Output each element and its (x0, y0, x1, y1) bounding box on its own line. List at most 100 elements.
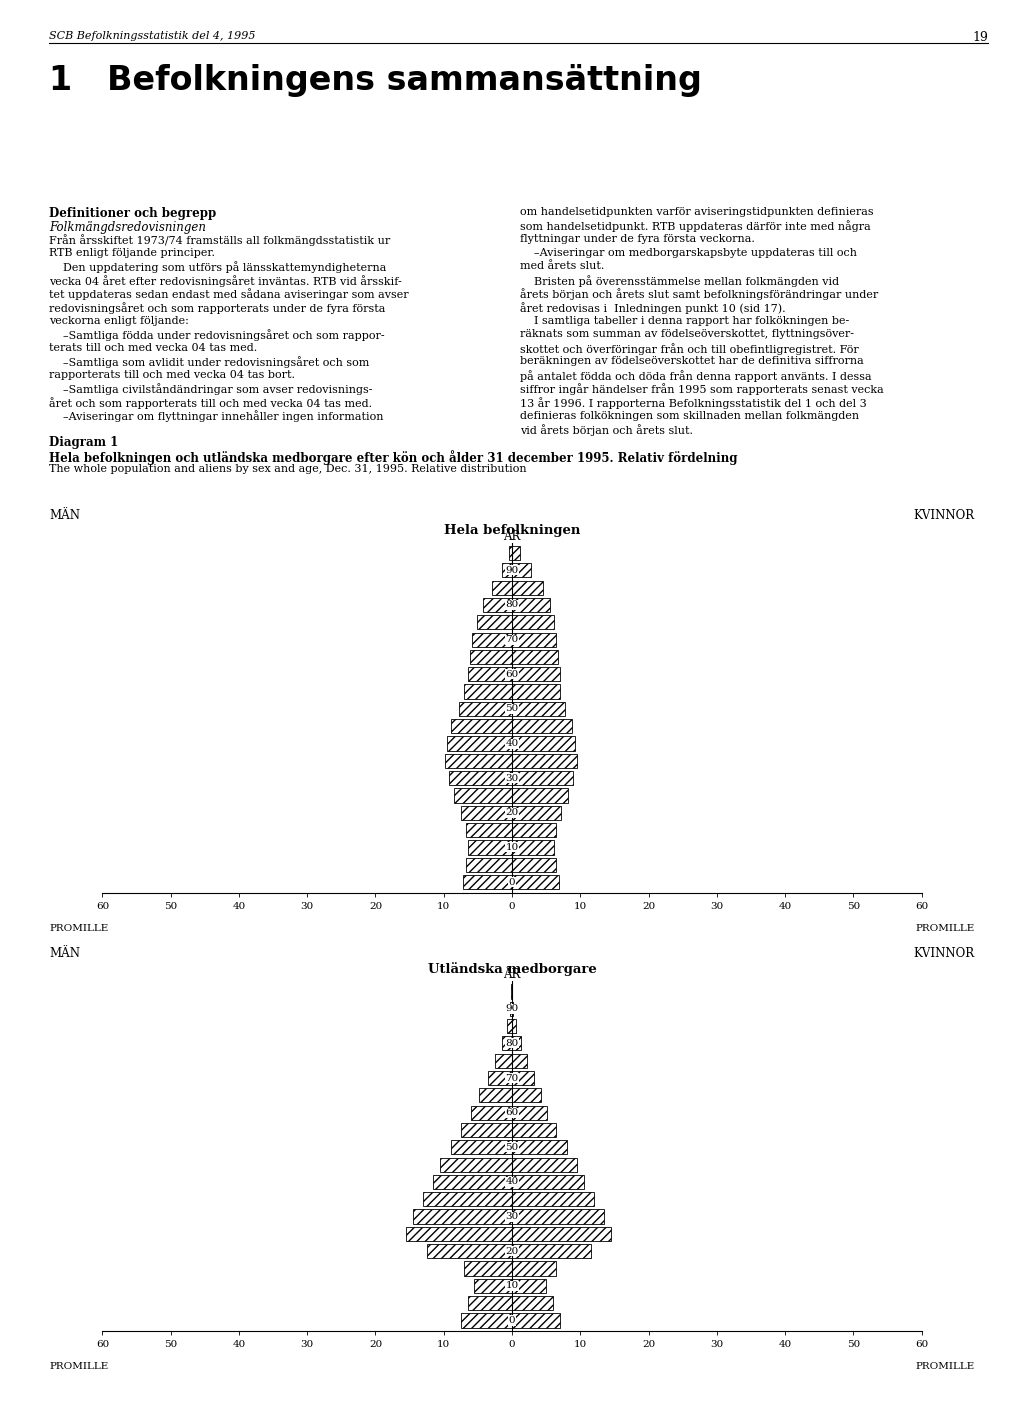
Text: siffror ingår händelser från 1995 som rapporterats senast vecka: siffror ingår händelser från 1995 som ra… (520, 383, 884, 396)
Bar (407, 1227, 512, 1241)
Bar (512, 720, 572, 734)
Bar (461, 1314, 512, 1328)
Text: 90: 90 (506, 1004, 518, 1014)
Text: Hela befolkningen och utländska medborgare efter kön och ålder 31 december 1995.: Hela befolkningen och utländska medborga… (49, 450, 737, 464)
Bar (512, 1105, 548, 1120)
Text: 80: 80 (506, 1040, 518, 1048)
Bar (512, 1314, 560, 1328)
Text: 20: 20 (506, 808, 518, 817)
Text: 70: 70 (506, 1074, 518, 1082)
Bar (512, 1071, 534, 1085)
Text: –Samtliga som avlidit under redovisningsåret och som: –Samtliga som avlidit under redovisnings… (49, 357, 370, 368)
Text: 50: 50 (506, 1142, 518, 1152)
Bar (468, 667, 512, 681)
Text: –Samtliga födda under redovisningsåret och som rappor-: –Samtliga födda under redovisningsåret o… (49, 330, 385, 341)
Text: 19: 19 (972, 31, 988, 44)
Text: KVINNOR: KVINNOR (913, 947, 975, 960)
Text: PROMILLE: PROMILLE (49, 924, 109, 932)
Text: definieras folkökningen som skillnaden mellan folkmängden: definieras folkökningen som skillnaden m… (520, 411, 859, 421)
Bar (512, 1158, 577, 1172)
Bar (495, 1054, 512, 1068)
Bar (474, 1278, 512, 1292)
Text: 0: 0 (509, 878, 515, 887)
Bar (512, 1227, 611, 1241)
Text: vecka 04 året efter redovisningsåret inväntas. RTB vid årsskif-: vecka 04 året efter redovisningsåret inv… (49, 276, 401, 287)
Bar (512, 1122, 556, 1137)
Bar (466, 823, 512, 837)
Bar (512, 737, 574, 751)
Bar (512, 1037, 521, 1051)
Text: 50: 50 (506, 704, 518, 714)
Bar (512, 650, 558, 664)
Text: tet uppdateras sedan endast med sådana aviseringar som avser: tet uppdateras sedan endast med sådana a… (49, 288, 409, 300)
Text: beräkningen av födelseöverskottet har de definitiva siffrorna: beräkningen av födelseöverskottet har de… (520, 357, 864, 367)
Bar (492, 581, 512, 595)
Text: 80: 80 (506, 601, 518, 610)
Text: MÄN: MÄN (49, 508, 80, 521)
Bar (512, 1054, 527, 1068)
Text: veckorna enligt följande:: veckorna enligt följande: (49, 316, 189, 326)
Text: 60: 60 (506, 670, 518, 678)
Text: PROMILLE: PROMILLE (915, 924, 975, 932)
Bar (512, 563, 531, 577)
Title: Utländska medborgare: Utländska medborgare (428, 962, 596, 975)
Text: skottet och överföringar från och till obefintligregistret. För: skottet och överföringar från och till o… (520, 343, 859, 354)
Bar (510, 1001, 512, 1015)
Bar (502, 1037, 512, 1051)
Text: 10: 10 (506, 843, 518, 853)
Bar (512, 1001, 513, 1015)
Bar (447, 737, 512, 751)
Bar (461, 805, 512, 820)
Bar (464, 1261, 512, 1275)
Text: räknats som summan av födelseöverskottet, flyttningsöver-: räknats som summan av födelseöverskottet… (520, 330, 854, 340)
Bar (423, 1192, 512, 1207)
Text: SCB Befolkningsstatistik del 4, 1995: SCB Befolkningsstatistik del 4, 1995 (49, 31, 256, 41)
Bar (461, 1122, 512, 1137)
Bar (463, 875, 512, 890)
Text: året redovisas i  Inledningen punkt 10 (sid 17).: året redovisas i Inledningen punkt 10 (s… (520, 301, 785, 314)
Bar (512, 615, 554, 630)
Bar (468, 1297, 512, 1311)
Bar (483, 598, 512, 613)
Bar (445, 754, 512, 768)
Text: terats till och med vecka 04 tas med.: terats till och med vecka 04 tas med. (49, 343, 257, 353)
Text: 60: 60 (506, 1108, 518, 1117)
Bar (512, 771, 573, 785)
Bar (512, 754, 577, 768)
Bar (512, 1244, 591, 1258)
Text: redovisningsåret och som rapporterats under de fyra första: redovisningsåret och som rapporterats un… (49, 301, 385, 314)
Text: på antalet födda och döda från denna rapport använts. I dessa: på antalet födda och döda från denna rap… (520, 370, 871, 381)
Bar (512, 1175, 584, 1190)
Bar (512, 701, 565, 715)
Text: som handelsetidpunkt. RTB uppdateras därför inte med några: som handelsetidpunkt. RTB uppdateras där… (520, 220, 871, 233)
Text: rapporterats till och med vecka 04 tas bort.: rapporterats till och med vecka 04 tas b… (49, 370, 295, 380)
Bar (512, 598, 550, 613)
Text: Folkmängdsredovisningen: Folkmängdsredovisningen (49, 220, 206, 234)
Text: Bristen på överensstämmelse mellan folkmängden vid: Bristen på överensstämmelse mellan folkm… (520, 276, 840, 287)
Bar (512, 1020, 516, 1034)
Text: 0: 0 (509, 1317, 515, 1325)
Text: 13 år 1996. I rapporterna Befolkningsstatistik del 1 och del 3: 13 år 1996. I rapporterna Befolkningssta… (520, 397, 867, 408)
Text: –Aviseringar om flyttningar innehåller ingen information: –Aviseringar om flyttningar innehåller i… (49, 411, 384, 423)
Bar (451, 1140, 512, 1154)
Text: ÅR: ÅR (504, 530, 520, 543)
Bar (454, 788, 512, 803)
Bar (470, 650, 512, 664)
Bar (512, 545, 520, 560)
Bar (512, 805, 561, 820)
Bar (512, 1088, 541, 1102)
Text: 90: 90 (506, 565, 518, 575)
Bar (433, 1175, 512, 1190)
Bar (512, 858, 556, 873)
Bar (464, 684, 512, 698)
Bar (512, 875, 559, 890)
Bar (512, 788, 568, 803)
Text: I samtliga tabeller i denna rapport har folkökningen be-: I samtliga tabeller i denna rapport har … (520, 316, 850, 326)
Bar (459, 701, 512, 715)
Text: 40: 40 (506, 740, 518, 748)
Bar (512, 667, 560, 681)
Text: PROMILLE: PROMILLE (49, 1362, 109, 1371)
Bar (488, 1071, 512, 1085)
Bar (450, 771, 512, 785)
Bar (440, 1158, 512, 1172)
